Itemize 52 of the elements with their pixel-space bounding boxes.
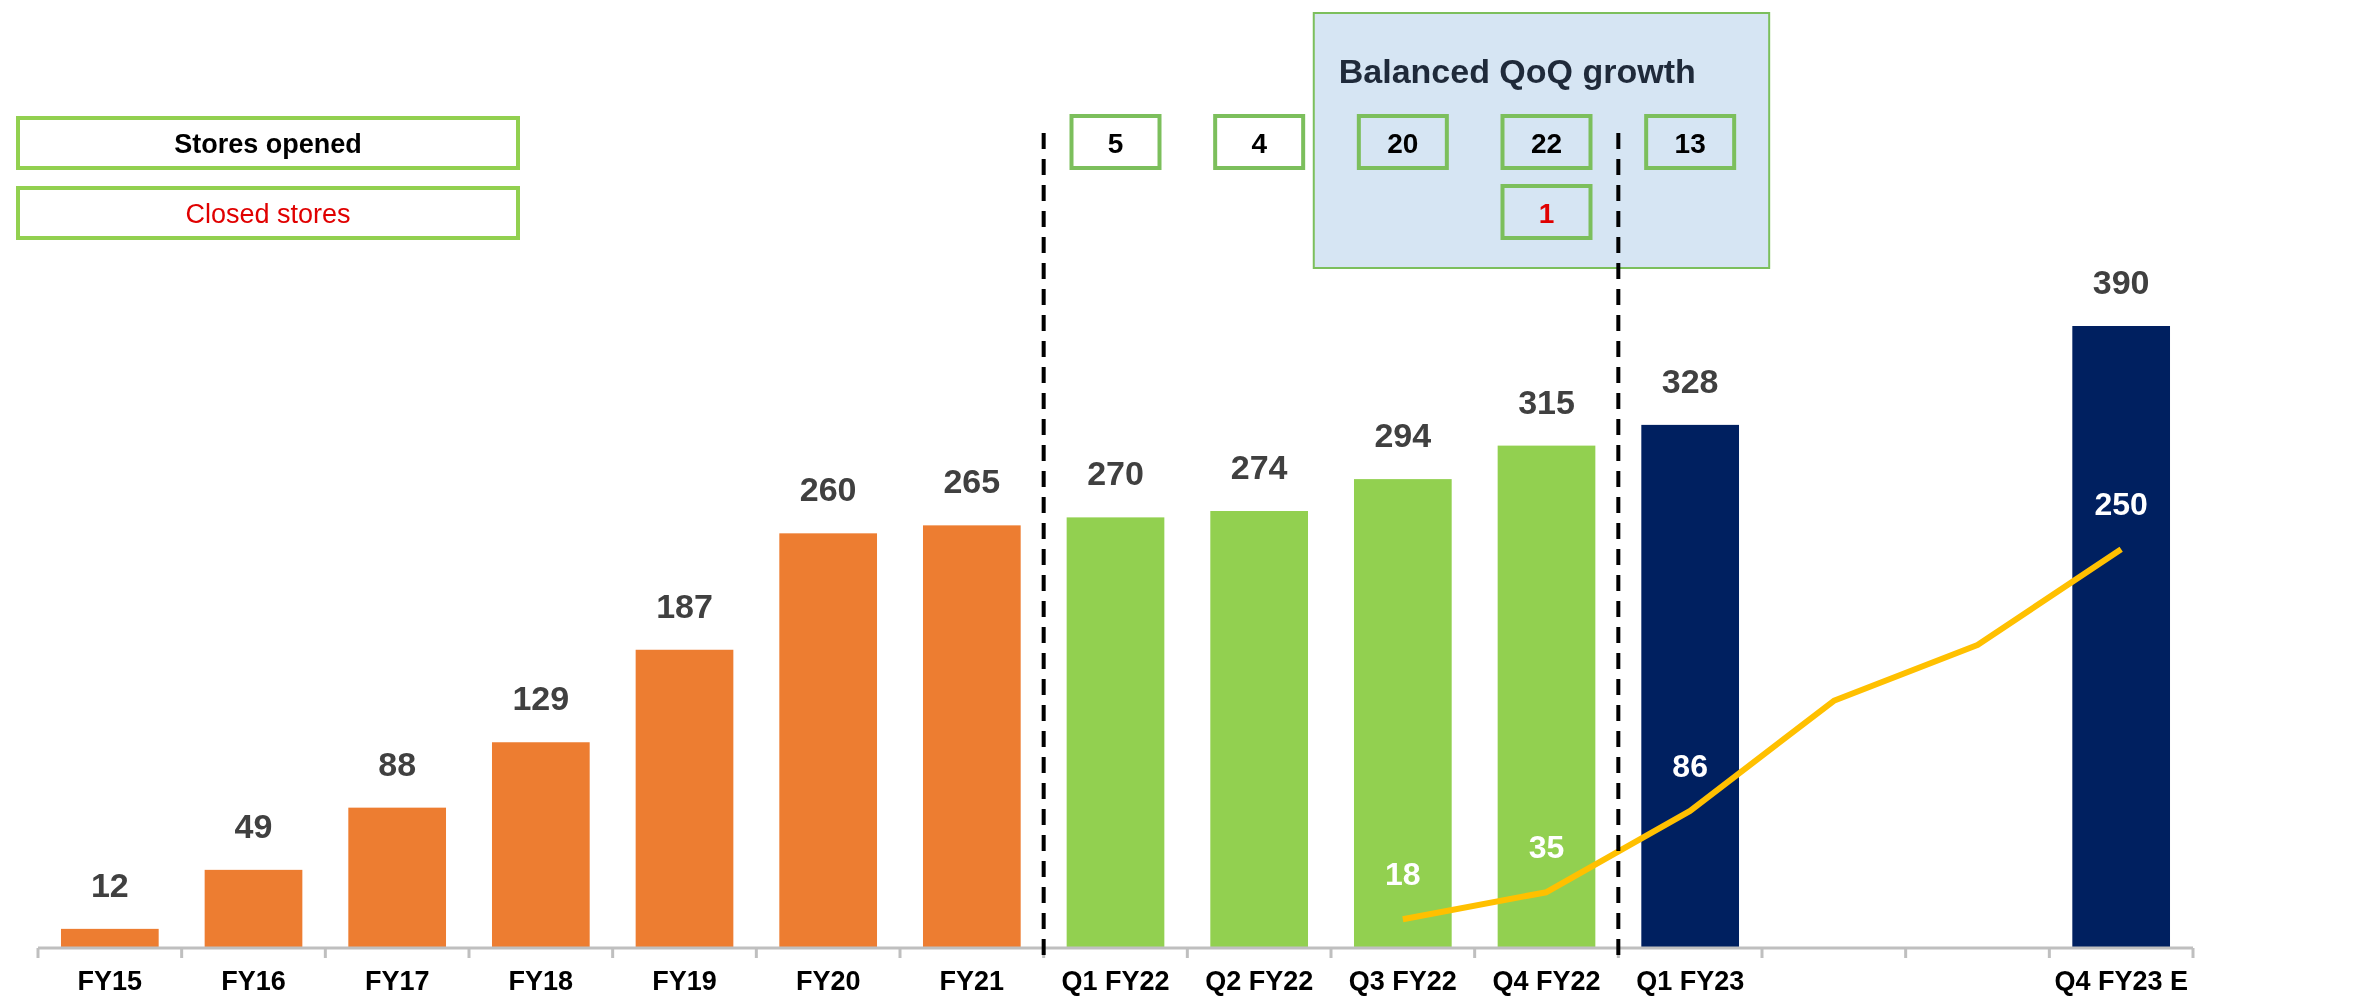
bar <box>779 533 878 948</box>
data-label: 129 <box>512 679 570 718</box>
data-label: 260 <box>799 470 857 509</box>
x-tick-label: Q1 FY22 <box>1061 966 1170 996</box>
data-label: 274 <box>1230 448 1288 487</box>
bar <box>2072 326 2171 948</box>
x-tick-label: Q3 FY22 <box>1348 966 1457 996</box>
bar <box>1497 445 1596 948</box>
text: Stores opened <box>174 129 362 159</box>
bar <box>60 928 159 948</box>
data-label: 328 <box>1661 361 1719 400</box>
x-tick-label: FY21 <box>939 966 1005 996</box>
bar <box>1353 479 1452 948</box>
x-tick-label: FY15 <box>77 966 143 996</box>
x-tick-label: Q2 FY22 <box>1205 966 1314 996</box>
bar <box>1210 511 1309 948</box>
bar <box>1066 517 1165 948</box>
data-label: 250 <box>2094 486 2148 523</box>
x-tick-label: FY18 <box>508 966 574 996</box>
bar <box>348 807 447 948</box>
data-label: 88 <box>378 744 417 783</box>
data-label: 12 <box>90 865 129 904</box>
data-label: 270 <box>1087 454 1144 493</box>
x-tick-label: Q1 FY23 <box>1636 966 1745 996</box>
text: Closed stores <box>185 199 351 229</box>
data-label: 49 <box>234 806 273 845</box>
bar <box>491 742 590 948</box>
text: Balanced QoQ growth <box>1338 52 1696 90</box>
bar <box>204 869 303 948</box>
data-label: 294 <box>1374 416 1432 455</box>
text: 4 <box>1251 128 1268 159</box>
x-tick-label: FY20 <box>795 966 861 996</box>
data-label: 390 <box>2092 263 2150 301</box>
x-tick-label: FY17 <box>364 966 430 996</box>
text: 20 <box>1387 128 1419 159</box>
data-label: 265 <box>943 462 1001 501</box>
data-label: 18 <box>1385 856 1421 893</box>
text: 13 <box>1674 128 1706 159</box>
text: 1 <box>1538 198 1555 229</box>
x-tick-label: Q4 FY22 <box>1492 966 1601 996</box>
data-label: 187 <box>656 586 713 625</box>
text: 5 <box>1107 128 1124 159</box>
data-label: 86 <box>1672 747 1708 784</box>
data-label: 315 <box>1518 382 1575 421</box>
data-label: 35 <box>1528 829 1565 866</box>
x-tick-label: Q4 FY23 E <box>2054 966 2188 996</box>
bar <box>635 649 734 948</box>
bar <box>1641 424 1740 948</box>
text: 22 <box>1530 128 1563 159</box>
bar <box>922 525 1021 948</box>
x-tick-label: FY16 <box>221 966 286 996</box>
x-tick-label: FY19 <box>652 966 717 996</box>
